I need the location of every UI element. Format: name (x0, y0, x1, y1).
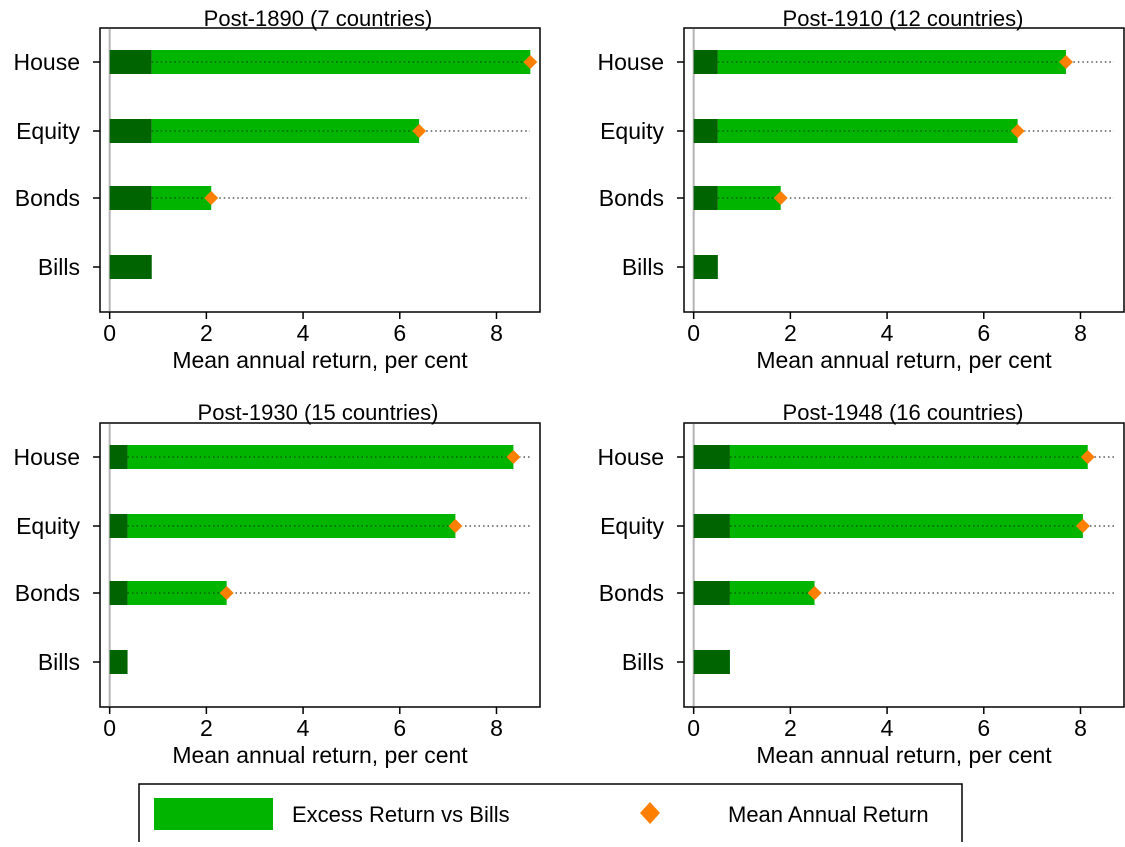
plot-frame (683, 27, 1125, 313)
bar-bills (693, 650, 730, 674)
category-label: Bonds (599, 580, 664, 606)
x-tick-label: 2 (200, 715, 213, 741)
x-tick-label: 8 (490, 320, 503, 346)
mean-marker (773, 191, 788, 205)
chart-panel-1: Post-1890 (7 countries) House Equity Bonds B… (14, 6, 541, 373)
bar-bills-base (109, 50, 152, 74)
legend-excess-swatch (154, 798, 273, 830)
x-axis-label: Mean annual return, per cent (172, 742, 468, 768)
category-label: House (598, 49, 664, 75)
category-label: House (14, 444, 80, 470)
panel-title: Post-1948 (16 countries) (783, 400, 1024, 425)
category-label: Bills (622, 254, 664, 280)
x-tick-label: 8 (1074, 715, 1087, 741)
category-label: Bills (38, 649, 80, 675)
panel-title: Post-1890 (7 countries) (204, 6, 433, 31)
category-label: House (598, 444, 664, 470)
chart-panels: Post-1890 (7 countries) House Equity Bonds B… (14, 6, 1125, 768)
x-tick-label: 6 (977, 715, 990, 741)
x-tick-label: 6 (393, 715, 406, 741)
x-tick-label: 2 (784, 715, 797, 741)
category-label: Equity (600, 513, 664, 539)
category-label: Equity (600, 118, 664, 144)
category-label: Bonds (15, 185, 80, 211)
bar-bills (109, 255, 152, 279)
category-label: Bonds (15, 580, 80, 606)
x-tick-label: 8 (490, 715, 503, 741)
legend-excess-label: Excess Return vs Bills (292, 802, 510, 827)
x-tick-label: 2 (784, 320, 797, 346)
legend-mean-label: Mean Annual Return (728, 802, 929, 827)
legend: Excess Return vs Bills Mean Annual Retur… (138, 783, 963, 847)
x-tick-label: 4 (881, 715, 894, 741)
mean-marker (219, 586, 234, 600)
x-tick-label: 2 (200, 320, 213, 346)
x-axis-label: Mean annual return, per cent (756, 742, 1052, 768)
mean-marker (204, 191, 219, 205)
x-tick-label: 0 (687, 320, 700, 346)
x-axis-label: Mean annual return, per cent (172, 347, 468, 373)
bar-bills-base (109, 186, 152, 210)
mean-marker (1058, 55, 1073, 69)
panel-title: Post-1930 (15 countries) (198, 400, 439, 425)
bar-bills-base (693, 445, 730, 469)
legend-mean-marker (640, 802, 660, 824)
x-tick-label: 4 (881, 320, 894, 346)
plot-frame (683, 422, 1125, 708)
bar-excess (729, 581, 815, 605)
x-tick-label: 4 (297, 715, 310, 741)
x-tick-label: 8 (1074, 320, 1087, 346)
x-tick-label: 6 (393, 320, 406, 346)
x-tick-label: 0 (103, 320, 116, 346)
category-label: Bills (38, 254, 80, 280)
category-label: Equity (16, 513, 80, 539)
plot-frame (99, 27, 541, 313)
mean-marker (448, 519, 463, 533)
bar-bills (693, 255, 718, 279)
panel-title: Post-1910 (12 countries) (783, 6, 1024, 31)
category-label: House (14, 49, 80, 75)
bar-excess (717, 50, 1066, 74)
bar-bills-base (693, 50, 718, 74)
x-axis-label: Mean annual return, per cent (756, 347, 1052, 373)
mean-marker (506, 450, 521, 464)
mean-marker (807, 586, 822, 600)
plot-frame (99, 422, 541, 708)
bar-excess (151, 119, 420, 143)
bar-bills-base (693, 186, 718, 210)
mean-marker (1075, 519, 1090, 533)
bar-bills-base (693, 581, 730, 605)
mean-marker (523, 55, 538, 69)
bar-bills-base (109, 581, 128, 605)
bar-bills (109, 650, 128, 674)
chart-panel-3: Post-1930 (15 countries) House Equity Bonds… (14, 400, 541, 768)
category-label: Bonds (599, 185, 664, 211)
x-tick-label: 6 (977, 320, 990, 346)
bar-bills-base (109, 514, 128, 538)
category-label: Bills (622, 649, 664, 675)
mean-marker (412, 124, 427, 138)
x-tick-label: 0 (103, 715, 116, 741)
chart-panel-2: Post-1910 (12 countries) House Equity Bonds… (598, 6, 1125, 373)
bar-bills-base (693, 119, 718, 143)
bar-bills-base (109, 445, 128, 469)
bar-bills-base (109, 119, 152, 143)
chart-panel-4: Post-1948 (16 countries) House Equity Bonds… (598, 400, 1125, 768)
bar-excess (127, 445, 514, 469)
x-tick-label: 0 (687, 715, 700, 741)
category-label: Equity (16, 118, 80, 144)
bar-excess (127, 514, 456, 538)
bar-excess (729, 445, 1088, 469)
bar-bills-base (693, 514, 730, 538)
mean-marker (1080, 450, 1095, 464)
mean-marker (1010, 124, 1025, 138)
x-tick-label: 4 (297, 320, 310, 346)
